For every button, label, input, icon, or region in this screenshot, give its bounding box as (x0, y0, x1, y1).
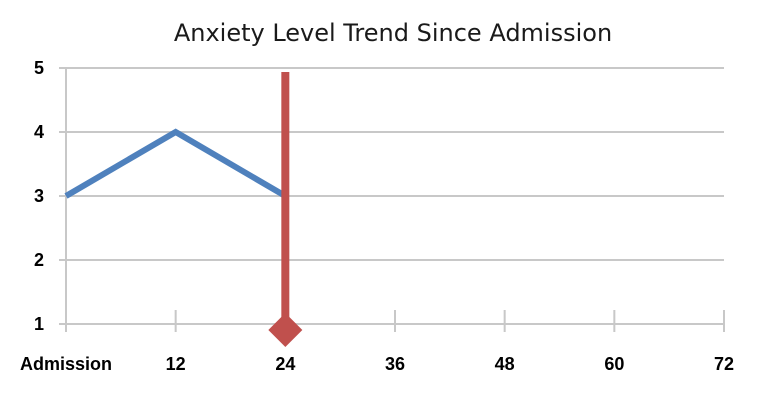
chart-title: Anxiety Level Trend Since Admission (174, 19, 612, 47)
y-tick-label: 1 (34, 314, 44, 334)
x-tick-label: 12 (166, 354, 186, 374)
y-tick-label: 4 (34, 122, 44, 142)
y-tick-label: 3 (34, 186, 44, 206)
y-tick-label: 2 (34, 250, 44, 270)
grid (66, 67, 724, 325)
x-tick-label: 24 (275, 354, 295, 374)
series-layer (64, 128, 287, 199)
series-line (64, 128, 287, 199)
x-tick-label: 36 (385, 354, 405, 374)
x-tick-label: 72 (714, 354, 734, 374)
x-tick-label: Admission (20, 354, 112, 374)
x-tick-label: 48 (495, 354, 515, 374)
diamond-marker (268, 313, 303, 347)
marker-layer (268, 72, 303, 347)
y-tick-label: 5 (34, 58, 44, 78)
x-tick-label: 60 (604, 354, 624, 374)
axes (59, 67, 725, 332)
